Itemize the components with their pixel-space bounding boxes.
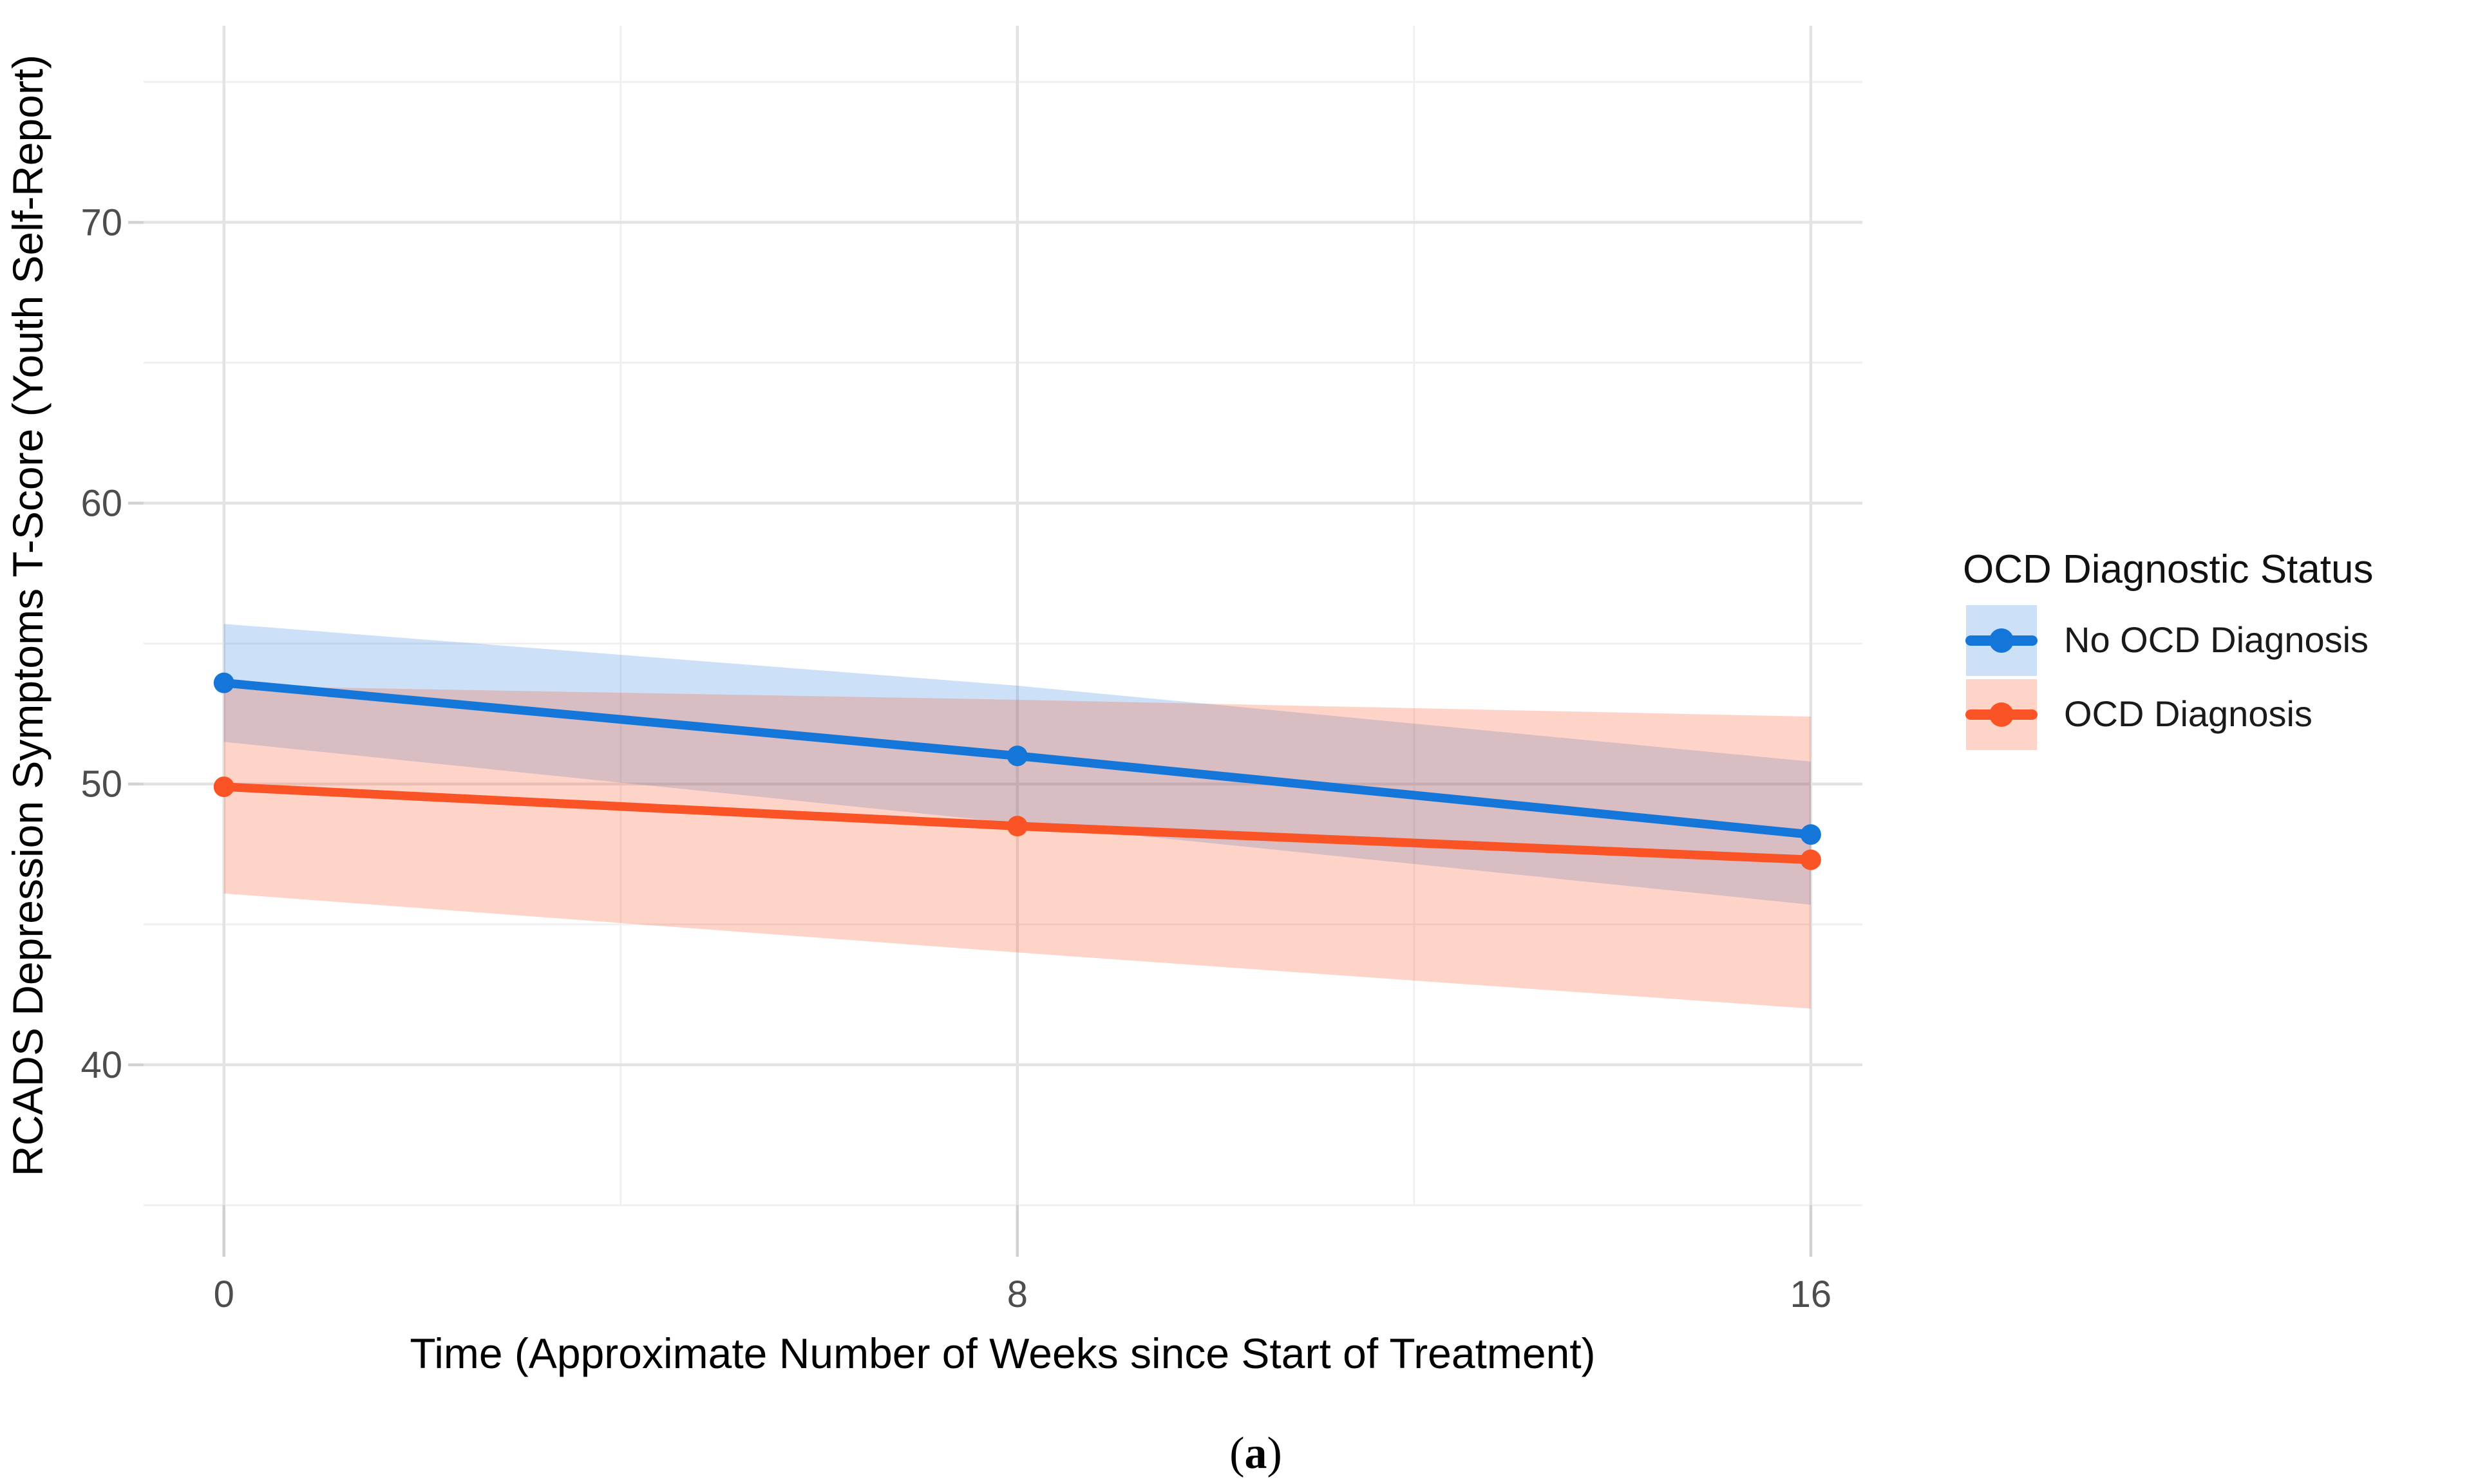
y-tick-label: 50 [80,764,122,805]
legend-dot-ocd [1989,702,2014,727]
minor-gridlines [144,26,1862,1207]
major-gridlines [144,26,1862,1205]
confidence-ribbon [223,686,1811,1009]
data-point [1800,849,1821,870]
data-point [1007,816,1028,837]
figure-caption: (a) [1229,1429,1282,1478]
legend: OCD Diagnostic Status No OCD Diagnosis O… [1963,547,2373,750]
x-tick-label: 16 [1790,1273,1832,1315]
axis-tick-marks [128,221,1813,1257]
y-tick-label: 60 [80,483,122,525]
legend-label-ocd: OCD Diagnosis [2064,693,2312,734]
data-point [213,672,234,693]
x-tick-labels: 0 8 16 [214,1273,1832,1315]
y-tick-label: 70 [80,202,122,243]
legend-item-no-ocd: No OCD Diagnosis [1965,605,2369,676]
series-lines [213,672,1821,870]
y-axis-title: RCADS Depression Symptoms T-Score (Youth… [4,55,52,1176]
data-point [213,776,234,798]
x-axis-title: Time (Approximate Number of Weeks since … [410,1329,1595,1377]
y-tick-label: 40 [80,1044,122,1086]
data-point [1007,746,1028,767]
legend-dot-no-ocd [1989,628,2014,653]
data-point [1800,824,1821,845]
legend-label-no-ocd: No OCD Diagnosis [2064,619,2369,660]
x-tick-label: 8 [1007,1273,1028,1315]
x-tick-label: 0 [214,1273,234,1315]
y-tick-labels: 40 50 60 70 [80,202,122,1086]
legend-title: OCD Diagnostic Status [1963,547,2373,592]
legend-item-ocd: OCD Diagnosis [1965,679,2312,750]
